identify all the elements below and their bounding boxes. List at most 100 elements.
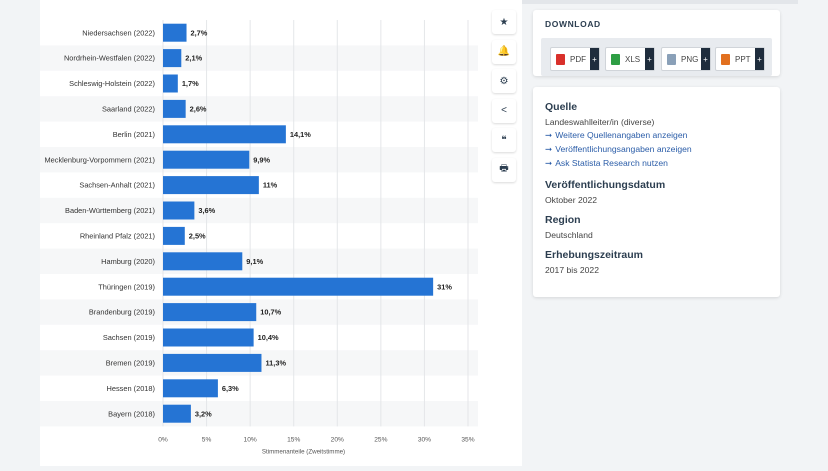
- bar: [163, 125, 286, 144]
- category-label: Brandenburg (2019): [89, 308, 155, 317]
- row-band: [40, 248, 478, 274]
- download-png-button[interactable]: PNG +: [661, 47, 711, 71]
- x-tick-label: 10%: [244, 436, 257, 443]
- bell-icon: 🔔: [497, 46, 511, 57]
- data-label: 9,1%: [246, 257, 263, 266]
- bar: [163, 226, 185, 245]
- x-tick-label: 30%: [418, 436, 431, 443]
- pdf-file-icon: [556, 53, 565, 65]
- data-label: 2,5%: [189, 232, 206, 241]
- row-band: [40, 147, 478, 173]
- data-label: 1,7%: [182, 79, 199, 88]
- source-text: Landeswahlleiter/in (diverse): [545, 117, 655, 127]
- bar: [163, 74, 178, 93]
- data-label: 10,4%: [258, 333, 279, 342]
- arrow-right-icon: ➞: [545, 144, 553, 154]
- download-label: XLS: [625, 54, 641, 64]
- category-label: Mecklenburg-Vorpommern (2021): [45, 155, 156, 164]
- category-label: Sachsen-Anhalt (2021): [79, 181, 155, 190]
- x-axis-label: Stimmenanteile (Zweitstimme): [262, 448, 345, 455]
- bar: [163, 252, 243, 271]
- category-label: Baden-Württemberg (2021): [65, 206, 155, 215]
- region-value: Deutschland: [545, 230, 593, 240]
- bar-chart: Niedersachsen (2022) 2,7% Nordrhein-Westfa…: [40, 20, 478, 455]
- plus-icon[interactable]: +: [590, 48, 599, 70]
- data-label: 3,6%: [198, 206, 215, 215]
- arrow-right-icon: ➞: [545, 158, 553, 168]
- category-label: Schleswig-Holstein (2022): [69, 79, 155, 88]
- download-ppt-button[interactable]: PPT +: [715, 47, 765, 71]
- category-label: Bayern (2018): [108, 409, 155, 418]
- date-value: Oktober 2022: [545, 195, 598, 205]
- region-heading: Region: [545, 214, 581, 226]
- share-button[interactable]: <: [492, 98, 516, 123]
- bar: [163, 23, 187, 42]
- star-button[interactable]: ★: [492, 10, 516, 34]
- bar: [163, 201, 195, 220]
- data-label: 31%: [437, 282, 452, 291]
- category-label: Thüringen (2019): [98, 282, 155, 291]
- png-file-icon: [667, 53, 676, 65]
- data-label: 3,2%: [195, 409, 212, 418]
- quote-icon: ❝: [501, 134, 507, 146]
- category-label: Hessen (2018): [107, 384, 155, 393]
- data-label: 14,1%: [290, 130, 311, 139]
- data-label: 10,7%: [260, 308, 281, 317]
- chart-panel: Niedersachsen (2022) 2,7% Nordrhein-Westfa…: [40, 0, 522, 466]
- data-label: 9,9%: [253, 155, 270, 164]
- gear-button[interactable]: ⚙: [492, 69, 516, 93]
- download-label: PPT: [735, 54, 751, 64]
- x-tick-label: 25%: [374, 436, 387, 443]
- source-card: Quelle Landeswahlleiter/in (diverse) ➞ We…: [533, 87, 780, 297]
- bar: [163, 49, 182, 68]
- x-tick-label: 20%: [331, 436, 344, 443]
- bar: [163, 303, 257, 322]
- x-tick-label: 0%: [158, 436, 168, 443]
- period-heading: Erhebungszeitraum: [545, 249, 644, 261]
- row-band: [40, 197, 478, 224]
- bar: [163, 404, 191, 423]
- download-card: DOWNLOAD PDF + XLS + PNG + PPT +: [533, 10, 780, 76]
- data-label: 6,3%: [222, 384, 239, 393]
- plus-icon[interactable]: +: [701, 48, 710, 70]
- bar: [163, 277, 434, 296]
- bar: [163, 176, 259, 195]
- download-xls-button[interactable]: XLS +: [605, 47, 655, 71]
- gear-icon: ⚙: [499, 75, 509, 87]
- download-pdf-button[interactable]: PDF +: [550, 47, 600, 71]
- bar: [163, 379, 218, 398]
- x-tick-label: 5%: [202, 436, 212, 443]
- plus-icon[interactable]: +: [645, 48, 654, 70]
- bell-button[interactable]: 🔔: [492, 39, 516, 64]
- ask-research-link[interactable]: ➞ Ask Statista Research nutzen: [545, 158, 668, 168]
- share-icon: <: [501, 105, 507, 116]
- category-label: Bremen (2019): [106, 359, 155, 368]
- source-heading: Quelle: [545, 101, 578, 113]
- data-label: 11,3%: [265, 359, 286, 368]
- x-tick-label: 15%: [287, 436, 300, 443]
- row-band: [40, 96, 478, 122]
- download-label: PDF: [570, 54, 586, 64]
- row-band: [40, 401, 478, 427]
- publication-info-link[interactable]: ➞ Veröffentlichungsangaben anzeigen: [545, 144, 692, 154]
- download-title: DOWNLOAD: [545, 19, 601, 29]
- print-icon: 🖶: [499, 163, 509, 174]
- category-label: Sachsen (2019): [103, 333, 155, 342]
- category-label: Saarland (2022): [102, 105, 155, 114]
- data-label: 2,1%: [185, 54, 202, 63]
- category-label: Hamburg (2020): [101, 257, 155, 266]
- arrow-right-icon: ➞: [545, 130, 553, 140]
- star-icon: ★: [499, 16, 509, 28]
- plus-icon[interactable]: +: [755, 48, 764, 70]
- quote-button[interactable]: ❝: [492, 128, 516, 152]
- period-value: 2017 bis 2022: [545, 265, 599, 275]
- row-band: [40, 45, 478, 71]
- bar: [163, 353, 262, 372]
- print-button[interactable]: 🖶: [492, 157, 516, 182]
- xls-file-icon: [611, 53, 620, 65]
- row-band: [40, 299, 478, 325]
- data-label: 2,6%: [190, 105, 207, 114]
- more-sources-link[interactable]: ➞ Weitere Quellenangaben anzeigen: [545, 130, 688, 140]
- data-label: 2,7%: [191, 28, 208, 37]
- date-heading: Veröffentlichungsdatum: [545, 179, 666, 191]
